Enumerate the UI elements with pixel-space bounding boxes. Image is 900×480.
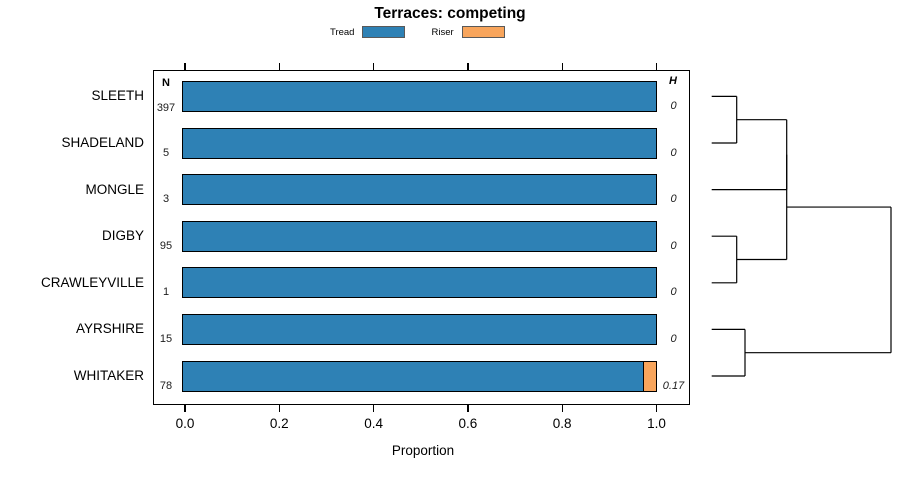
bar-crawleyville [182, 267, 658, 299]
bar-segment-tread [182, 127, 658, 159]
legend-swatch-riser-icon [461, 26, 505, 38]
h-value-sleeth: 0 [670, 99, 677, 112]
h-value-mongle: 0 [670, 193, 677, 206]
n-value-mongle: 3 [162, 193, 170, 206]
x-tick-label: 1.0 [647, 416, 666, 431]
category-label-sleeth: SLEETH [91, 88, 144, 104]
x-tick-top [278, 62, 280, 70]
x-tick-label: 0.6 [458, 416, 478, 431]
chart-title: Terraces: competing [374, 5, 526, 22]
bar-segment-tread [182, 267, 658, 299]
category-label-ayrshire: AYRSHIRE [75, 321, 144, 337]
x-tick-top [372, 62, 375, 70]
bar-segment-tread [182, 80, 658, 112]
category-label-shadeland: SHADELAND [61, 135, 144, 150]
n-value-sleeth: 397 [156, 101, 176, 114]
n-value-crawleyville: 1 [162, 286, 170, 299]
category-label-whitaker: WHITAKER [73, 368, 144, 383]
x-axis-title: Proportion [391, 443, 455, 458]
legend-label-tread: Tread [330, 26, 355, 38]
n-value-shadeland: 5 [162, 146, 170, 159]
legend-swatch-tread-icon [362, 26, 406, 38]
h-value-digby: 0 [670, 239, 677, 252]
x-tick-bottom [278, 405, 280, 412]
x-tick-label: 0.2 [269, 416, 289, 431]
legend-item-riser: Riser [431, 26, 505, 38]
bar-segment-tread [182, 360, 645, 392]
n-value-digby: 95 [159, 239, 173, 252]
bar-segment-riser [643, 360, 658, 392]
bar-whitaker [182, 360, 658, 392]
x-tick-bottom [184, 405, 186, 412]
h-value-shadeland: 0 [670, 146, 677, 159]
bar-shadeland [182, 127, 658, 159]
legend-label-riser: Riser [431, 26, 454, 38]
x-tick-bottom [467, 405, 469, 412]
bar-digby [182, 220, 658, 252]
x-tick-label: 0.8 [552, 416, 572, 431]
h-value-crawleyville: 0 [670, 286, 677, 299]
x-tick-bottom [372, 405, 375, 412]
category-label-mongle: MONGLE [85, 181, 144, 197]
x-tick-top [561, 62, 563, 70]
x-tick-bottom [561, 405, 563, 412]
bar-segment-tread [182, 220, 658, 252]
category-label-digby: DIGBY [101, 228, 144, 244]
x-tick-top [467, 62, 469, 70]
bar-mongle [182, 174, 658, 206]
x-tick-label: 0.0 [175, 416, 195, 431]
x-tick-bottom [655, 405, 658, 412]
category-label-crawleyville: CRAWLEYVILLE [40, 274, 144, 290]
h-value-whitaker: 0.17 [662, 379, 685, 392]
x-tick-top [184, 62, 186, 70]
h-column-header: H [669, 75, 677, 87]
h-value-ayrshire: 0 [670, 332, 677, 345]
legend-item-tread: Tread [330, 26, 406, 38]
n-value-whitaker: 78 [159, 379, 173, 392]
legend: Tread Riser [330, 26, 505, 38]
bar-segment-tread [182, 313, 658, 345]
n-column-header: N [162, 77, 170, 89]
bar-ayrshire [182, 313, 658, 345]
bar-sleeth [182, 80, 658, 112]
bar-segment-tread [182, 174, 658, 206]
x-tick-top [655, 62, 658, 70]
n-value-ayrshire: 15 [159, 332, 173, 345]
x-tick-label: 0.4 [364, 416, 383, 431]
